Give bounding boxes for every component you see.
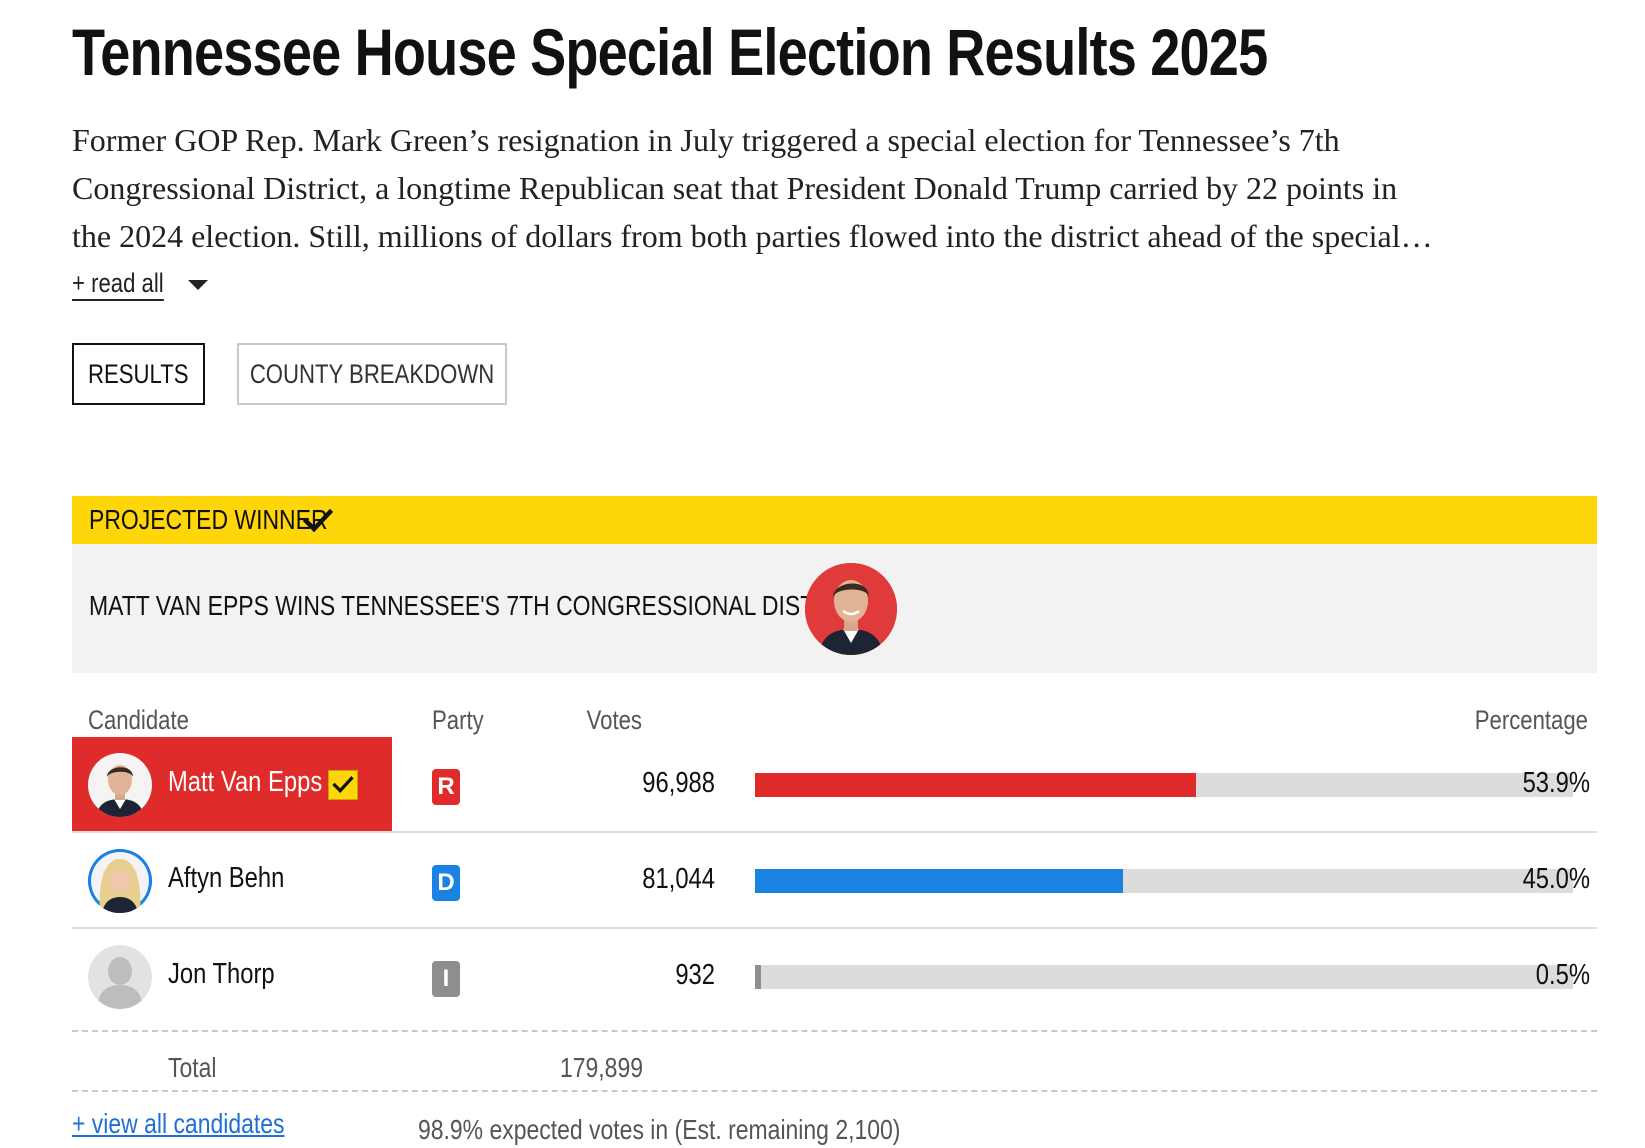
percentage-bar-fill — [755, 773, 1196, 797]
checkmark-icon — [328, 770, 358, 800]
winner-panel: MATT VAN EPPS WINS TENNESSEE'S 7TH CONGR… — [72, 544, 1597, 673]
candidate-name: Matt Van Epps — [168, 766, 323, 798]
percentage-bar-track — [755, 869, 1573, 893]
avatar — [88, 753, 152, 817]
placeholder-avatar-icon — [88, 945, 152, 1009]
tab-results-label[interactable]: RESULTS — [88, 358, 189, 389]
tab-results[interactable]: RESULTS — [72, 343, 205, 405]
vote-count: 81,044 — [642, 863, 715, 895]
vote-count: 96,988 — [642, 767, 715, 799]
table-row: Matt Van Epps R 96,988 53.9% — [72, 737, 1597, 833]
candidate-name: Jon Thorp — [168, 958, 275, 990]
column-header-votes: Votes — [586, 705, 642, 735]
table-row: Jon Thorp I 932 0.5% — [72, 929, 1597, 1023]
vote-count: 932 — [675, 959, 715, 991]
description-line: Congressional District, a longtime Repub… — [72, 170, 1398, 206]
tab-county-breakdown-label[interactable]: COUNTY BREAKDOWN — [249, 358, 495, 389]
total-label: Total — [168, 1052, 217, 1083]
candidate-portrait — [88, 753, 152, 817]
view-all-candidates-link[interactable]: + view all candidates — [72, 1108, 285, 1139]
column-header-party: Party — [432, 705, 484, 735]
percentage-bar-track — [755, 965, 1573, 989]
candidate-portrait — [88, 849, 152, 913]
read-all-toggle[interactable]: + read all — [72, 268, 208, 301]
avatar — [88, 945, 152, 1009]
expected-votes-status: 98.9% expected votes in (Est. remaining … — [418, 1114, 901, 1145]
divider — [72, 1090, 1597, 1092]
table-row: Aftyn Behn D 81,044 45.0% — [72, 833, 1597, 929]
divider — [72, 1030, 1597, 1032]
candidate-cell: Matt Van Epps — [72, 737, 392, 831]
party-badge: D — [432, 865, 460, 901]
party-badge: R — [432, 769, 460, 805]
column-header-percentage: Percentage — [1474, 705, 1588, 735]
percentage-value: 0.5% — [1535, 959, 1590, 991]
winner-headline: MATT VAN EPPS WINS TENNESSEE'S 7TH CONGR… — [89, 590, 868, 621]
caret-down-icon[interactable] — [187, 279, 208, 290]
percentage-value: 53.9% — [1522, 767, 1590, 799]
total-votes: 179,899 — [560, 1052, 643, 1083]
read-all-label[interactable]: + read all — [72, 268, 164, 301]
percentage-bar-fill — [755, 965, 761, 989]
column-header-candidate: Candidate — [88, 705, 189, 735]
tab-county-breakdown[interactable]: COUNTY BREAKDOWN — [237, 343, 507, 405]
projected-winner-banner: PROJECTED WINNER — [72, 496, 1597, 544]
candidate-cell: Aftyn Behn — [72, 833, 392, 927]
winner-portrait — [805, 563, 897, 655]
avatar — [88, 849, 152, 913]
percentage-bar-fill — [755, 869, 1124, 893]
winner-avatar — [805, 563, 897, 655]
party-badge: I — [432, 961, 460, 997]
description-line: Former GOP Rep. Mark Green’s resignation… — [72, 122, 1340, 158]
checkmark-icon — [302, 508, 334, 533]
percentage-bar-track — [755, 773, 1573, 797]
candidate-cell: Jon Thorp — [72, 929, 392, 1023]
percentage-value: 45.0% — [1522, 863, 1590, 895]
page-title: Tennessee House Special Election Results… — [72, 15, 1268, 89]
projected-winner-label: PROJECTED WINNER — [89, 504, 328, 535]
candidate-name: Aftyn Behn — [168, 862, 285, 894]
page-description: Former GOP Rep. Mark Green’s resignation… — [72, 116, 1592, 260]
description-line: the 2024 election. Still, millions of do… — [72, 218, 1433, 254]
